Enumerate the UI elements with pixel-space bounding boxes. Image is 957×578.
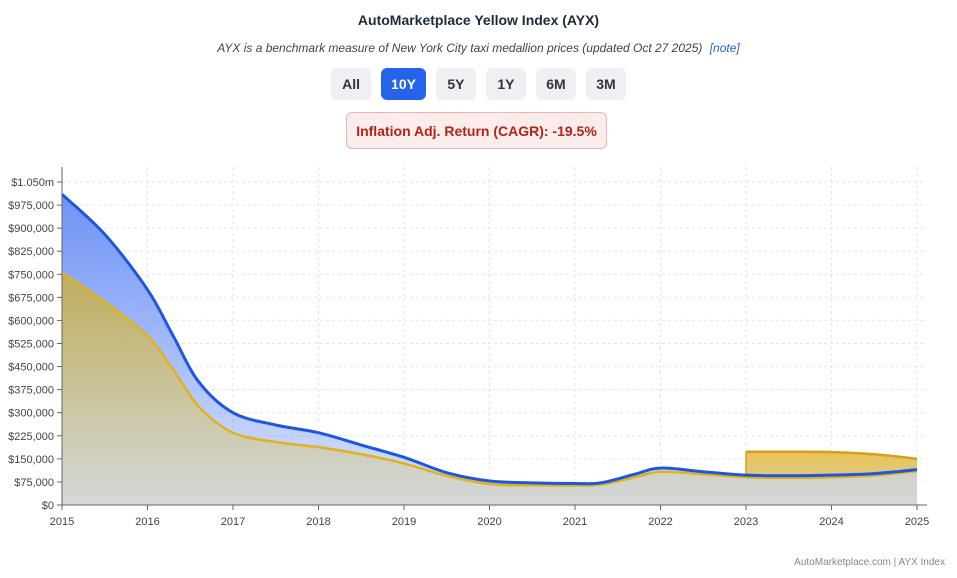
y-tick-label: $525,000: [8, 339, 54, 351]
x-tick-label: 2015: [50, 516, 74, 528]
x-tick-label: 2025: [905, 516, 929, 528]
x-tick-label: 2024: [819, 516, 843, 528]
range-button-3m[interactable]: 3M: [585, 68, 626, 100]
x-tick-label: 2017: [221, 516, 245, 528]
range-button-5y[interactable]: 5Y: [435, 68, 476, 100]
cagr-badge: Inflation Adj. Return (CAGR): -19.5%: [346, 112, 607, 149]
y-tick-label: $450,000: [8, 362, 54, 374]
y-tick-label: $675,000: [8, 292, 54, 304]
nominal-area: [62, 194, 917, 506]
y-tick-label: $0: [42, 500, 54, 512]
y-tick-label: $150,000: [8, 454, 54, 466]
y-tick-label: $225,000: [8, 431, 54, 443]
subtitle-text: AYX is a benchmark measure of New York C…: [217, 41, 703, 55]
nominal-line: [60, 193, 918, 486]
y-tick-label: $900,000: [8, 223, 54, 235]
y-tick-label: $975,000: [8, 200, 54, 212]
range-selector: All 10Y 5Y 1Y 6M 3M: [0, 68, 957, 100]
projection-line: [745, 450, 918, 461]
adjusted-line: [61, 271, 918, 487]
x-tick-label: 2018: [306, 516, 330, 528]
y-tick-label: $600,000: [8, 315, 54, 327]
note-link[interactable]: [note]: [709, 41, 740, 55]
x-tick-label: 2021: [563, 516, 587, 528]
chart-subtitle: AYX is a benchmark measure of New York C…: [0, 41, 957, 55]
y-tick-label: $375,000: [8, 385, 54, 397]
x-tick-label: 2020: [477, 516, 501, 528]
y-tick-label: $1.050m: [11, 177, 54, 189]
x-tick-label: 2019: [392, 516, 416, 528]
range-button-1y[interactable]: 1Y: [485, 68, 526, 100]
y-tick-label: $750,000: [8, 269, 54, 281]
chart-title: AutoMarketplace Yellow Index (AYX): [357, 12, 600, 28]
footer-credit: AutoMarketplace.com | AYX Index: [794, 557, 945, 568]
x-tick-label: 2023: [734, 516, 758, 528]
y-tick-label: $825,000: [8, 246, 54, 258]
range-button-10y[interactable]: 10Y: [381, 68, 426, 100]
y-tick-label: $75,000: [14, 477, 54, 489]
adjusted-area: [62, 272, 917, 505]
range-button-all[interactable]: All: [331, 68, 372, 100]
range-button-6m[interactable]: 6M: [535, 68, 576, 100]
x-tick-label: 2022: [648, 516, 672, 528]
y-tick-label: $300,000: [8, 408, 54, 420]
x-tick-label: 2016: [135, 516, 159, 528]
